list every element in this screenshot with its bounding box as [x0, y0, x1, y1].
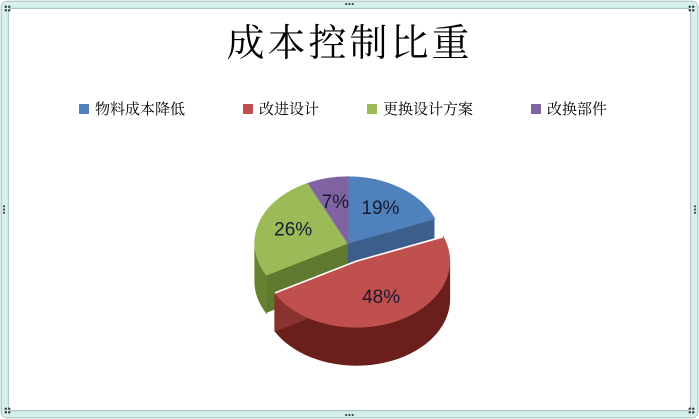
- svg-text:7%: 7%: [322, 192, 350, 213]
- svg-text:26%: 26%: [274, 219, 312, 240]
- svg-text:48%: 48%: [362, 287, 400, 308]
- svg-text:19%: 19%: [361, 198, 399, 219]
